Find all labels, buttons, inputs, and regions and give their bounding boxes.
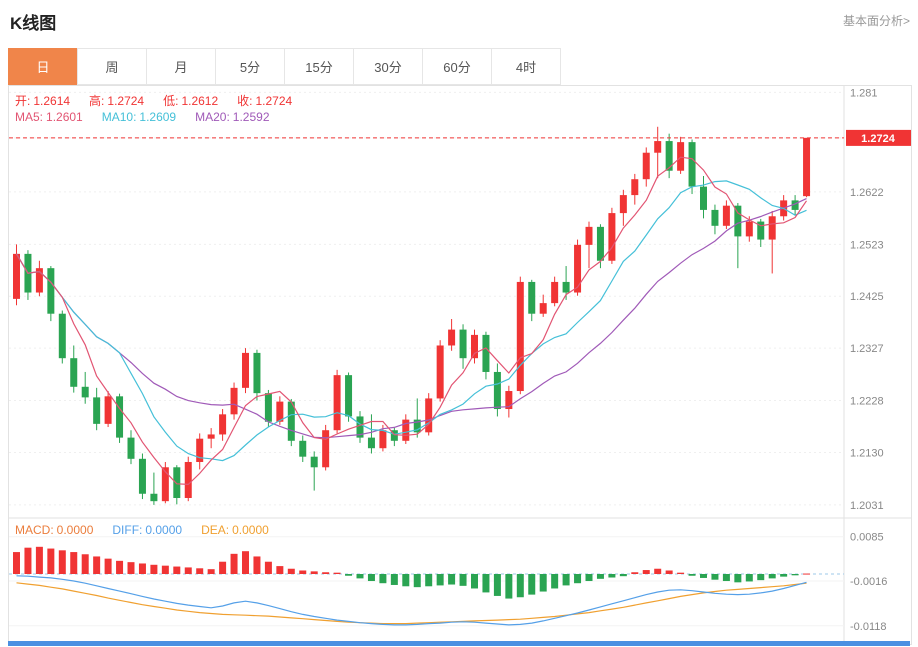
svg-text:1.2031: 1.2031 — [850, 500, 884, 512]
svg-text:0.0085: 0.0085 — [850, 532, 884, 544]
kline-chart-canvas[interactable]: 1.281 1.2724 1.2622 1.2523 1.2425 1.2327 1.222… — [9, 86, 911, 644]
tab-日[interactable]: 日 — [8, 48, 78, 85]
page-title: K线图 — [10, 14, 57, 33]
ma20-value: MA20: 1.2592 — [195, 110, 270, 124]
ohlc-low: 低: 1.2612 — [163, 94, 219, 108]
ma10-value: MA10: 1.2609 — [101, 110, 177, 124]
macd-value: MACD: 0.0000 — [15, 523, 94, 537]
ma5-value: MA5: 1.2601 — [15, 110, 83, 124]
diff-value: DIFF: 0.0000 — [112, 523, 183, 537]
ohlc-high: 高: 1.2724 — [89, 94, 145, 108]
svg-text:1.2724: 1.2724 — [861, 133, 896, 145]
svg-text:-0.0016: -0.0016 — [850, 576, 887, 588]
svg-text:1.2130: 1.2130 — [850, 447, 884, 459]
svg-text:1.2622: 1.2622 — [850, 187, 884, 199]
svg-text:1.2425: 1.2425 — [850, 291, 884, 303]
macd-info: MACD: 0.0000 DIFF: 0.0000 DEA: 0.0000 — [15, 523, 272, 537]
tab-4时[interactable]: 4时 — [491, 48, 561, 85]
ohlc-close: 收: 1.2724 — [237, 94, 293, 108]
tab-bar: 日周月 5分 15分 30分 60分 4时 — [8, 48, 561, 85]
tab-月[interactable]: 月 — [146, 48, 216, 85]
tab-30分[interactable]: 30分 — [353, 48, 423, 85]
ma-info: MA5: 1.2601 MA10: 1.2609 MA20: 1.2592 — [15, 110, 273, 124]
tab-15分[interactable]: 15分 — [284, 48, 354, 85]
svg-text:1.281: 1.281 — [850, 87, 878, 99]
tab-60分[interactable]: 60分 — [422, 48, 492, 85]
chart-container: 1.281 1.2724 1.2622 1.2523 1.2425 1.2327 1.222… — [8, 85, 912, 645]
tab-周[interactable]: 周 — [77, 48, 147, 85]
ohlc-open: 开: 1.2614 — [15, 94, 71, 108]
tab-5分[interactable]: 5分 — [215, 48, 285, 85]
fundamental-analysis-link[interactable]: 基本面分析> — [842, 14, 910, 28]
svg-text:-0.0118: -0.0118 — [850, 621, 887, 633]
svg-text:1.2523: 1.2523 — [850, 239, 884, 251]
svg-text:1.2228: 1.2228 — [850, 396, 884, 408]
dea-value: DEA: 0.0000 — [201, 523, 269, 537]
svg-text:1.2327: 1.2327 — [850, 343, 884, 355]
horizontal-scrollbar[interactable] — [8, 641, 910, 646]
ohlc-info: 开: 1.2614 高: 1.2724 低: 1.2612 收: 1.2724 — [15, 92, 295, 109]
